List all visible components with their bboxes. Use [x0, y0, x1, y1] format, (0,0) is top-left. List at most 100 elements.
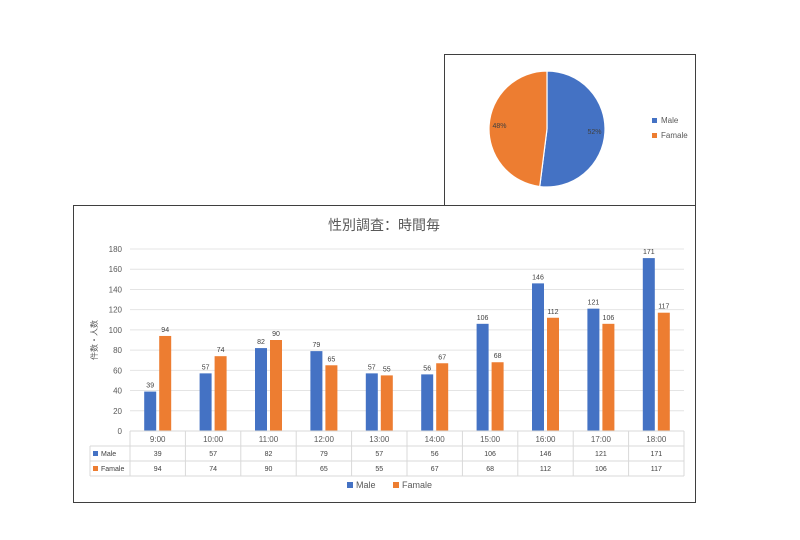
table-cell-famale: 90 [265, 466, 273, 473]
data-label-male: 121 [588, 300, 600, 307]
data-label-famale: 67 [438, 354, 446, 361]
pie-label-male: 52% [587, 129, 601, 136]
table-cell-male: 79 [320, 451, 328, 458]
table-cell-male: 146 [540, 451, 552, 458]
x-tick-label: 14:00 [425, 435, 446, 444]
data-label-male: 57 [202, 364, 210, 371]
x-tick-label: 10:00 [203, 435, 224, 444]
data-label-famale: 112 [547, 309, 558, 316]
table-cell-famale: 68 [486, 466, 494, 473]
bar-famale [491, 362, 504, 431]
table-cell-male: 56 [431, 451, 439, 458]
x-tick-label: 9:00 [150, 435, 166, 444]
bar-famale [325, 365, 338, 431]
pie-chart-panel: 52% 48% Male Famale [444, 54, 696, 206]
y-tick-label: 0 [118, 427, 123, 436]
y-tick-label: 20 [113, 407, 122, 416]
data-label-famale: 90 [272, 331, 280, 338]
table-series-label-famale: Famale [101, 466, 124, 473]
y-tick-label: 40 [113, 387, 122, 396]
legend-swatch-male [347, 482, 353, 488]
bar-male [421, 374, 434, 431]
data-label-famale: 74 [217, 347, 225, 354]
table-cell-famale: 106 [595, 466, 607, 473]
pie-legend-label-male: Male [661, 116, 679, 125]
bar-male [476, 323, 489, 431]
data-label-male: 82 [257, 339, 265, 346]
bar-male [199, 373, 212, 431]
pie-legend-swatch-male [652, 118, 657, 123]
bar-famale [380, 375, 393, 431]
table-cell-famale: 117 [651, 466, 662, 473]
y-axis-title: 件数・人数 [89, 320, 99, 360]
table-series-label-male: Male [101, 451, 116, 458]
pie-slice-famale [488, 70, 548, 188]
table-cell-male: 171 [650, 451, 662, 458]
table-key-swatch-famale [93, 466, 98, 471]
table-cell-male: 57 [375, 451, 383, 458]
x-tick-label: 11:00 [259, 435, 279, 444]
table-cell-famale: 55 [375, 466, 383, 473]
bar-male [365, 373, 378, 431]
y-tick-label: 120 [109, 306, 123, 315]
data-label-famale: 55 [383, 366, 391, 373]
legend-label-famale: Famale [402, 480, 432, 490]
data-label-famale: 94 [161, 327, 169, 334]
y-tick-label: 140 [109, 285, 123, 294]
x-tick-label: 15:00 [480, 435, 501, 444]
data-label-male: 56 [423, 365, 431, 372]
table-cell-famale: 74 [209, 466, 217, 473]
bar-famale [270, 340, 282, 431]
pie-chart: 52% 48% Male Famale [488, 70, 688, 188]
data-label-famale: 106 [603, 315, 615, 322]
bar-male [144, 391, 157, 431]
table-key-swatch-male [93, 451, 98, 456]
data-label-famale: 65 [328, 356, 336, 363]
legend-swatch-famale [393, 482, 399, 488]
data-label-famale: 68 [494, 353, 502, 360]
data-label-male: 106 [477, 315, 489, 322]
y-tick-label: 80 [113, 346, 122, 355]
table-cell-famale: 67 [431, 466, 439, 473]
table-cell-male: 82 [265, 451, 273, 458]
table-cell-male: 57 [209, 451, 217, 458]
y-tick-label: 60 [113, 366, 122, 375]
bar-male [642, 258, 655, 431]
bar-famale [602, 323, 615, 431]
legend-label-male: Male [356, 480, 376, 490]
table-cell-famale: 94 [154, 466, 162, 473]
x-tick-label: 18:00 [646, 435, 667, 444]
table-cell-male: 39 [154, 451, 162, 458]
y-tick-label: 180 [109, 245, 123, 254]
data-label-famale: 117 [658, 304, 669, 311]
bar-male [255, 348, 267, 431]
bar-male [532, 283, 544, 431]
x-tick-label: 17:00 [591, 435, 612, 444]
bar-famale [159, 335, 172, 431]
table-cell-famale: 112 [540, 466, 551, 473]
data-label-male: 57 [368, 364, 376, 371]
y-tick-label: 100 [109, 326, 123, 335]
data-label-male: 146 [532, 274, 544, 281]
x-tick-label: 16:00 [535, 435, 556, 444]
pie-legend-swatch-famale [652, 133, 657, 138]
pie-label-famale: 48% [493, 123, 507, 130]
bar-male [587, 308, 600, 431]
bar-famale [547, 317, 559, 431]
table-cell-famale: 65 [320, 466, 328, 473]
data-label-male: 171 [643, 249, 655, 256]
bar-chart-panel: 性別調査：時間毎件数・人数 0 20 40 60 80 100 120 140 160 180 39 9… [73, 205, 696, 503]
x-tick-label: 12:00 [314, 435, 335, 444]
data-label-male: 39 [146, 383, 154, 390]
chart-title: 性別調査：時間毎 [328, 218, 440, 234]
data-label-male: 79 [313, 342, 321, 349]
bar-famale [657, 312, 670, 431]
table-cell-male: 106 [484, 451, 496, 458]
pie-slice-male [539, 70, 606, 188]
y-tick-label: 160 [109, 265, 123, 274]
table-cell-male: 121 [595, 451, 607, 458]
x-tick-label: 13:00 [369, 435, 390, 444]
bar-famale [436, 363, 449, 431]
bar-famale [214, 356, 227, 431]
